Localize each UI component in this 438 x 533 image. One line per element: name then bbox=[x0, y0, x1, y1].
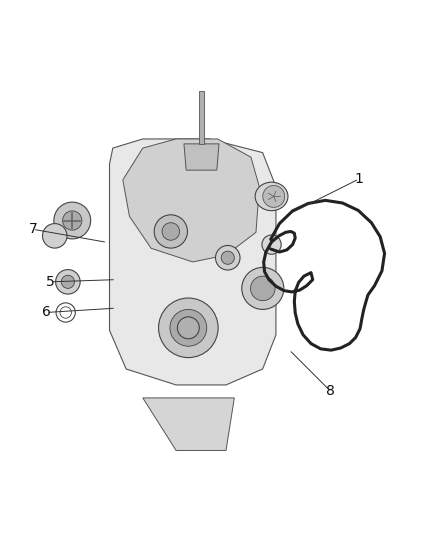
Circle shape bbox=[159, 298, 218, 358]
Circle shape bbox=[60, 307, 71, 318]
Circle shape bbox=[162, 223, 180, 240]
Text: 5: 5 bbox=[46, 275, 55, 289]
Ellipse shape bbox=[255, 182, 288, 211]
Circle shape bbox=[154, 215, 187, 248]
Circle shape bbox=[170, 310, 207, 346]
Polygon shape bbox=[110, 139, 276, 385]
Circle shape bbox=[262, 235, 281, 254]
Circle shape bbox=[56, 303, 75, 322]
Circle shape bbox=[263, 185, 285, 207]
Polygon shape bbox=[143, 398, 234, 450]
Polygon shape bbox=[184, 144, 219, 170]
Text: 8: 8 bbox=[326, 384, 335, 398]
Circle shape bbox=[251, 276, 275, 301]
Polygon shape bbox=[123, 139, 259, 262]
Circle shape bbox=[177, 317, 199, 339]
Circle shape bbox=[42, 223, 67, 248]
Text: 6: 6 bbox=[42, 305, 50, 319]
Circle shape bbox=[61, 275, 74, 288]
Circle shape bbox=[54, 202, 91, 239]
Circle shape bbox=[242, 268, 284, 310]
FancyBboxPatch shape bbox=[199, 91, 204, 144]
Circle shape bbox=[63, 211, 82, 230]
Text: 1: 1 bbox=[355, 172, 364, 186]
Circle shape bbox=[56, 270, 80, 294]
Circle shape bbox=[221, 251, 234, 264]
Text: 7: 7 bbox=[28, 222, 37, 236]
Circle shape bbox=[215, 246, 240, 270]
